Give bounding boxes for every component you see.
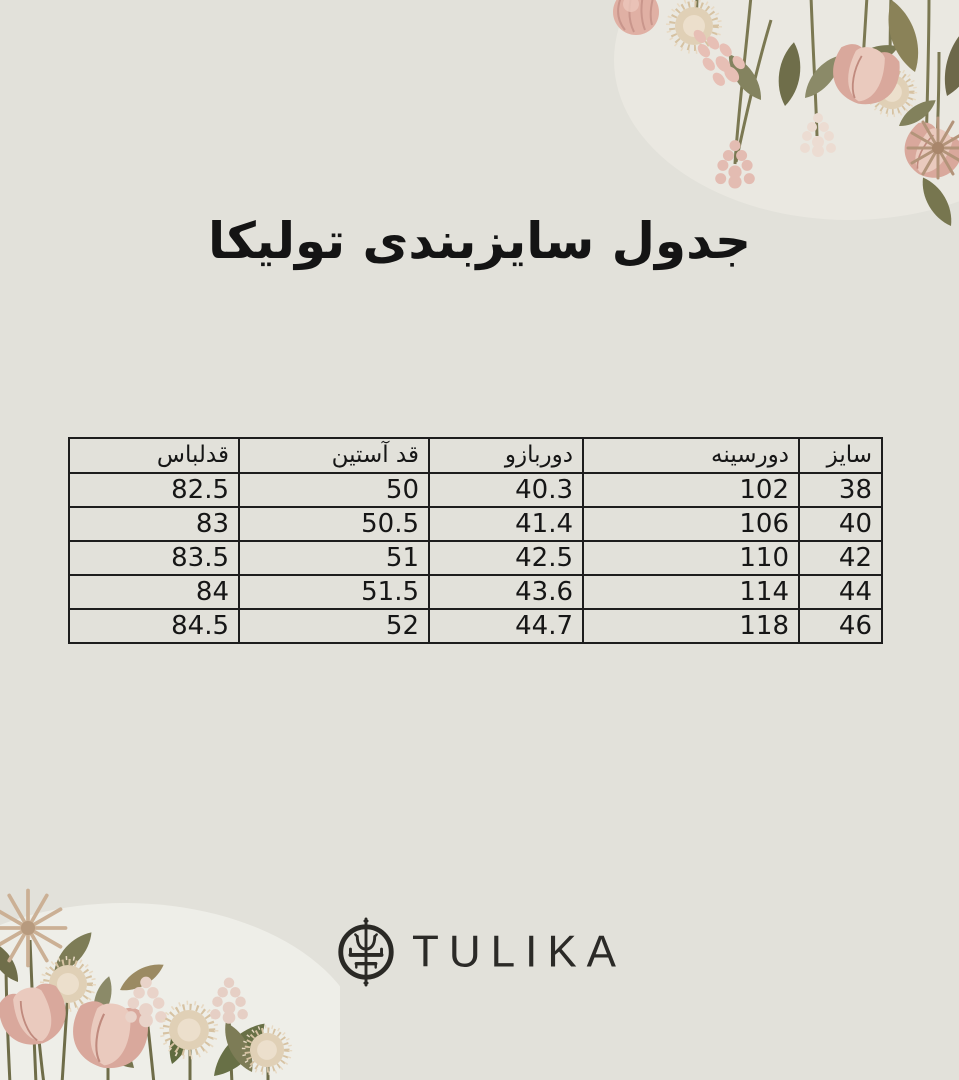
table-cell: 52 xyxy=(238,608,430,644)
table-row: 44 114 43.6 51.5 84 xyxy=(68,574,883,610)
brand-logo-text: TULIKA xyxy=(411,926,627,977)
table-row: 38 102 40.3 50 82.5 xyxy=(68,472,883,508)
column-header: سایز xyxy=(798,437,883,474)
page-title: جدول سایزبندی تولیکا xyxy=(207,211,752,270)
table-cell: 42.5 xyxy=(428,540,584,576)
table-cell: 46 xyxy=(798,608,883,644)
table-cell: 110 xyxy=(582,540,800,576)
column-header: قدلباس xyxy=(68,437,240,474)
table-row: 42 110 42.5 51 83.5 xyxy=(68,540,883,576)
table-cell: 50 xyxy=(238,472,430,508)
brand-logo: TULIKA xyxy=(0,916,959,988)
column-header: دورسینه xyxy=(582,437,800,474)
table-cell: 83.5 xyxy=(68,540,240,576)
table-cell: 114 xyxy=(582,574,800,610)
table-cell: 102 xyxy=(582,472,800,508)
table-cell: 51.5 xyxy=(238,574,430,610)
table-row: 46 118 44.7 52 84.5 xyxy=(68,608,883,644)
table-cell: 38 xyxy=(798,472,883,508)
table-cell: 118 xyxy=(582,608,800,644)
table-cell: 43.6 xyxy=(428,574,584,610)
table-cell: 42 xyxy=(798,540,883,576)
size-chart-table-wrap: سایز دورسینه دوربازو قد آستین قدلباس 38 102 40… xyxy=(68,437,883,644)
table-cell: 44 xyxy=(798,574,883,610)
column-header: قد آستین xyxy=(238,437,430,474)
table-cell: 82.5 xyxy=(68,472,240,508)
table-body: 38 102 40.3 50 82.5 40 106 41.4 50.5 83 42 110 42.5 5… xyxy=(68,472,883,644)
table-cell: 51 xyxy=(238,540,430,576)
table-cell: 106 xyxy=(582,506,800,542)
table-cell: 84.5 xyxy=(68,608,240,644)
header-row: سایز دورسینه دوربازو قد آستین قدلباس xyxy=(68,437,883,474)
table-cell: 41.4 xyxy=(428,506,584,542)
table-cell: 50.5 xyxy=(238,506,430,542)
size-chart-table: سایز دورسینه دوربازو قد آستین قدلباس 38 102 40… xyxy=(68,437,883,644)
table-cell: 40 xyxy=(798,506,883,542)
column-header: دوربازو xyxy=(428,437,584,474)
table-row: 40 106 41.4 50.5 83 xyxy=(68,506,883,542)
table-cell: 84 xyxy=(68,574,240,610)
tulika-circle-emblem-icon xyxy=(338,917,394,987)
table-cell: 40.3 xyxy=(428,472,584,508)
table-cell: 83 xyxy=(68,506,240,542)
table-cell: 44.7 xyxy=(428,608,584,644)
floral-arrangement-icon xyxy=(612,0,959,231)
